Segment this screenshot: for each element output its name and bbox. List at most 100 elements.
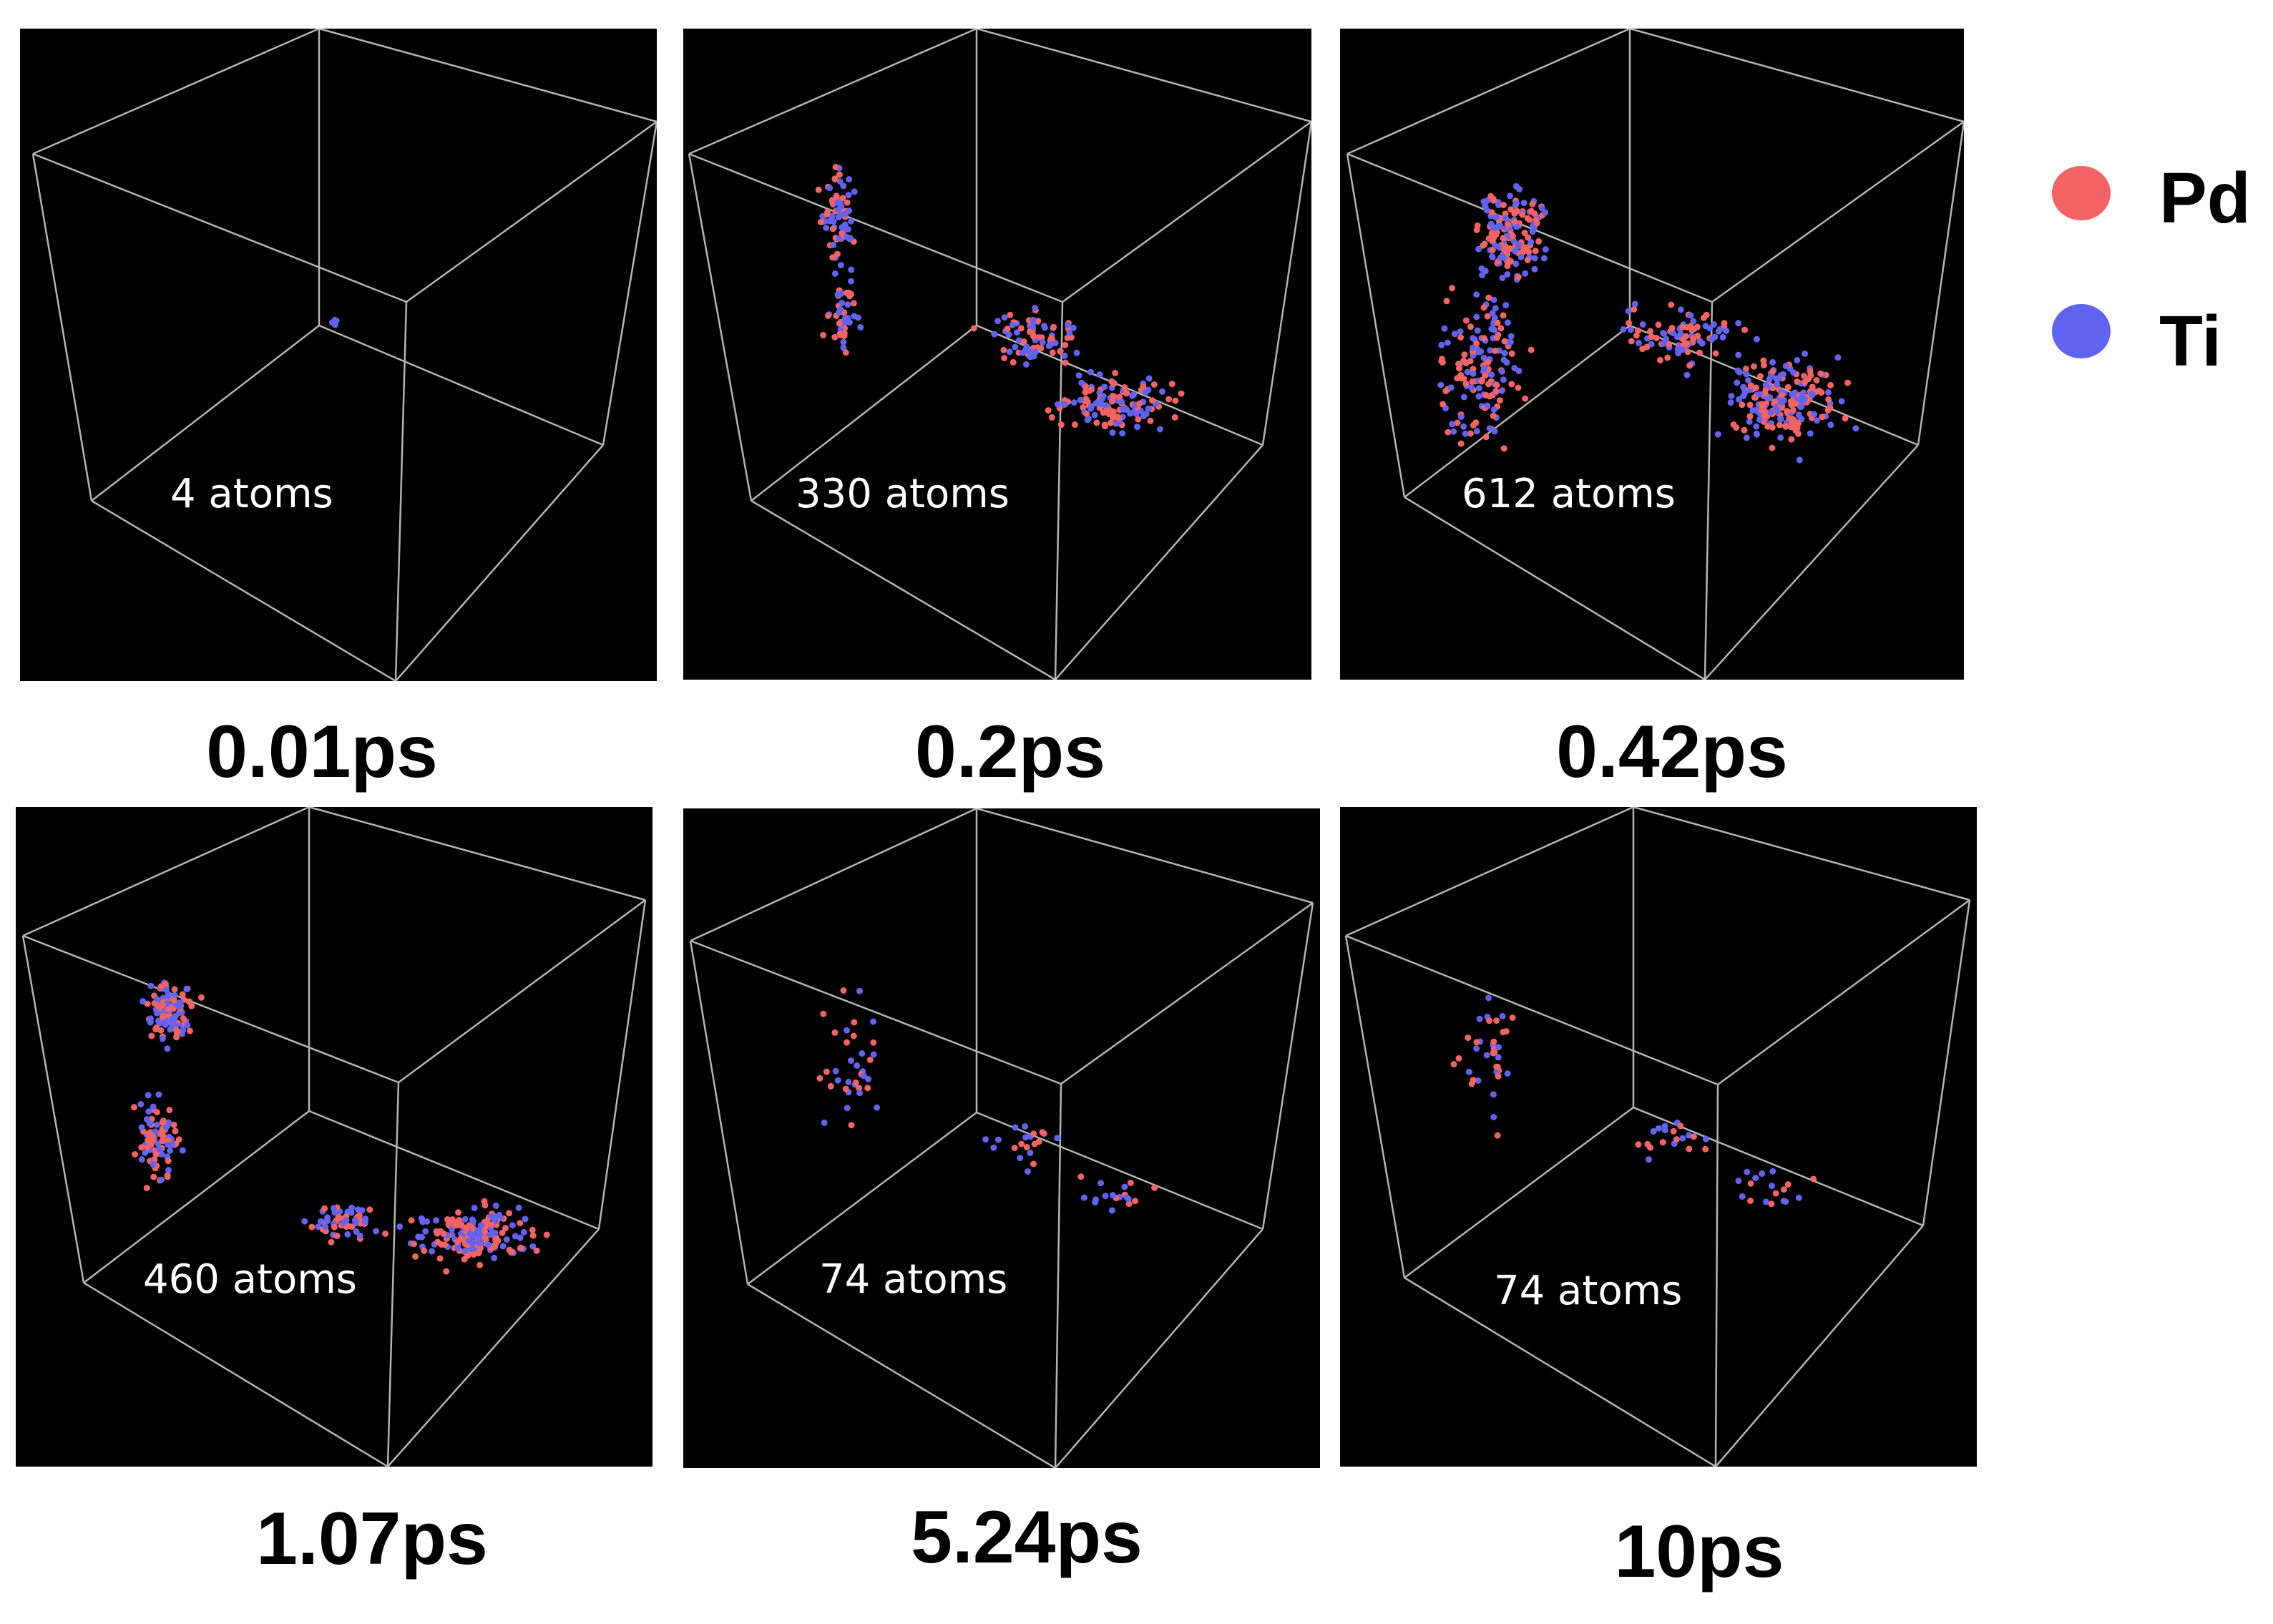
atom — [1777, 416, 1784, 423]
atom — [353, 1228, 360, 1235]
atom — [1168, 381, 1175, 388]
atom — [469, 1235, 476, 1242]
atom — [482, 1234, 489, 1241]
atom — [1455, 1055, 1462, 1062]
atom — [1077, 396, 1084, 403]
atom — [874, 1104, 881, 1111]
atom — [1470, 366, 1477, 373]
atom — [1083, 411, 1090, 417]
atom — [1723, 327, 1730, 334]
atom — [1093, 419, 1100, 426]
atom — [1677, 1122, 1684, 1130]
atom — [348, 1204, 356, 1211]
atom — [543, 1231, 550, 1238]
atom — [1451, 331, 1458, 338]
atom — [836, 235, 843, 242]
atom — [1490, 412, 1497, 419]
atom — [844, 1105, 851, 1112]
atom — [1098, 395, 1105, 402]
time-label: 0.42ps — [1556, 710, 1788, 793]
atom — [1703, 311, 1710, 318]
atom — [1808, 390, 1815, 397]
atom — [1790, 369, 1797, 376]
atom — [1156, 426, 1163, 433]
atom — [143, 1185, 150, 1192]
atom — [353, 1220, 359, 1226]
atom — [840, 182, 847, 190]
atom — [138, 1156, 145, 1163]
atom — [1761, 361, 1767, 368]
time-label: 1.07ps — [256, 1497, 488, 1580]
atom — [1532, 248, 1539, 255]
atom — [1041, 323, 1047, 330]
atom — [1771, 398, 1779, 405]
atom — [1493, 334, 1500, 341]
atom — [1515, 273, 1522, 280]
atom — [308, 1223, 316, 1231]
atom — [1092, 1196, 1100, 1203]
atom — [153, 1024, 160, 1031]
atom — [1811, 411, 1818, 418]
atom — [1030, 1160, 1037, 1168]
atom — [1529, 200, 1536, 207]
atom — [1664, 354, 1671, 361]
atom — [1499, 1012, 1506, 1019]
atom — [1150, 381, 1158, 388]
atom — [171, 986, 178, 993]
atom — [1091, 411, 1098, 419]
atom — [164, 1172, 171, 1179]
atom — [1683, 371, 1691, 378]
atom — [1500, 445, 1507, 452]
atom — [1470, 370, 1477, 377]
atom — [1727, 399, 1734, 406]
atom — [1490, 195, 1497, 202]
atom — [170, 997, 177, 1004]
atom — [473, 1229, 480, 1236]
atom — [1675, 350, 1682, 357]
atom — [1516, 185, 1523, 192]
atom — [1712, 350, 1719, 357]
simulation-box-edges — [689, 808, 1314, 1468]
atom — [533, 1247, 540, 1254]
atom — [1023, 347, 1030, 354]
atom — [1020, 338, 1027, 345]
atom — [1824, 406, 1832, 414]
atom — [848, 266, 855, 273]
snapshot-panel-6: 74 atoms — [1340, 807, 1977, 1467]
atom-cloud — [815, 164, 1185, 437]
atom — [1454, 419, 1461, 426]
atom — [1774, 408, 1781, 415]
atom — [132, 1151, 139, 1158]
atom — [456, 1222, 464, 1229]
atom-cloud — [131, 979, 550, 1275]
atom — [1490, 296, 1497, 303]
atom — [1745, 377, 1751, 383]
atom — [1769, 358, 1776, 366]
atom — [1795, 411, 1802, 419]
atom — [1482, 434, 1490, 441]
snapshot-panel-4: 460 atoms — [16, 807, 652, 1467]
atom — [1039, 1129, 1046, 1135]
atom — [340, 1219, 347, 1226]
atom — [322, 1223, 329, 1231]
atom — [1050, 323, 1057, 331]
atom — [170, 1121, 177, 1128]
atom — [487, 1231, 494, 1238]
atom — [1789, 421, 1796, 428]
atom — [1683, 333, 1689, 340]
atom — [1735, 1178, 1742, 1185]
atom — [823, 1068, 830, 1075]
atom — [1711, 333, 1719, 341]
atom — [1125, 1200, 1133, 1208]
atom — [1490, 1114, 1497, 1120]
atom — [1108, 398, 1115, 405]
atom — [1473, 1045, 1480, 1052]
atom — [854, 1062, 861, 1069]
atom — [826, 185, 834, 192]
atom — [1647, 328, 1654, 335]
atom — [1087, 368, 1094, 376]
atom — [1488, 209, 1495, 216]
atom — [990, 1144, 997, 1151]
atom — [150, 1103, 157, 1110]
atom — [824, 208, 831, 215]
